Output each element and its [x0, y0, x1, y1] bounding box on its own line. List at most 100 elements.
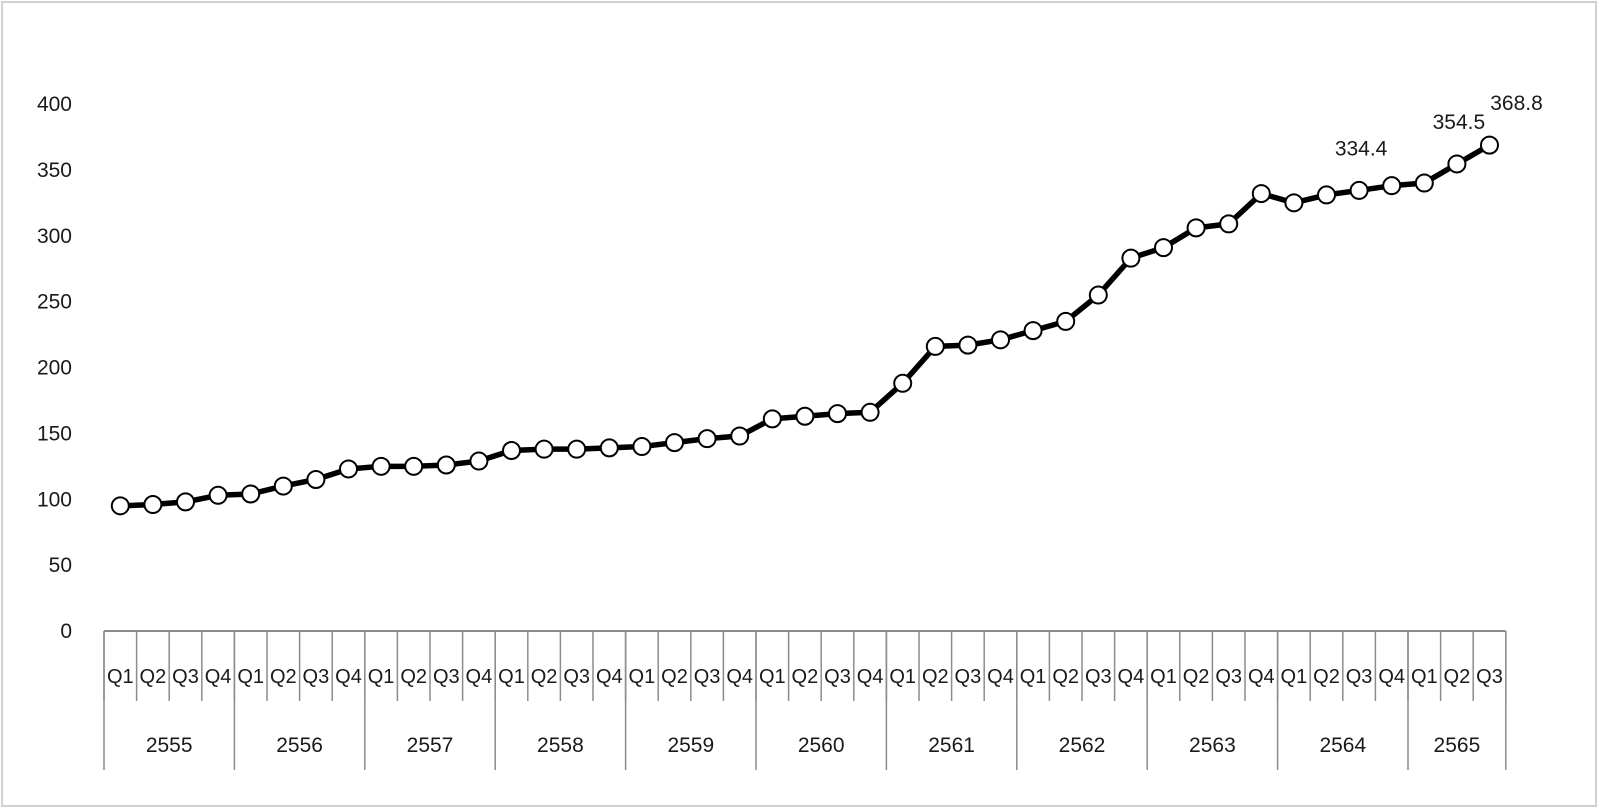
data-point [208, 485, 228, 505]
data-point [1056, 311, 1076, 331]
year-label: 2558 [537, 734, 584, 757]
quarter-label: Q4 [335, 666, 362, 688]
quarter-label: Q1 [1020, 666, 1047, 688]
quarter-label: Q3 [955, 666, 982, 688]
quarter-label: Q2 [400, 666, 427, 688]
data-point [176, 492, 195, 512]
y-tick-label: 400 [37, 93, 72, 116]
quarter-label: Q1 [237, 666, 264, 688]
quarter-label: Q1 [368, 666, 395, 688]
year-label: 2561 [928, 734, 975, 757]
data-point [1317, 185, 1336, 205]
data-point [1251, 184, 1271, 204]
data-point [306, 469, 326, 489]
y-tick-label: 50 [49, 554, 72, 577]
data-point [567, 439, 587, 459]
quarter-label: Q3 [303, 666, 330, 688]
data-label: 334.4 [1335, 137, 1388, 160]
quarter-label: Q2 [1444, 666, 1471, 688]
data-point [1414, 173, 1434, 193]
y-tick-label: 100 [37, 488, 72, 511]
quarter-label: Q1 [1411, 666, 1438, 688]
data-point [241, 484, 261, 504]
data-label: 368.8 [1490, 92, 1543, 115]
data-point [991, 330, 1010, 350]
data-point [925, 336, 945, 356]
quarter-label: Q2 [140, 666, 167, 688]
data-point [110, 496, 130, 516]
series-markers [110, 135, 1499, 516]
year-label: 2559 [667, 734, 714, 757]
y-tick-label: 300 [37, 225, 72, 248]
data-point [762, 409, 782, 429]
data-point [436, 455, 456, 475]
quarter-label: Q3 [563, 666, 590, 688]
data-point [1088, 285, 1108, 305]
quarter-label: Q4 [466, 666, 493, 688]
quarter-label: Q3 [1215, 666, 1242, 688]
quarter-label: Q2 [270, 666, 297, 688]
data-point [273, 476, 293, 496]
year-label: 2562 [1059, 734, 1106, 757]
quarter-label: Q4 [1118, 666, 1145, 688]
quarter-label: Q1 [107, 666, 134, 688]
year-label: 2560 [798, 734, 845, 757]
quarter-label: Q4 [987, 666, 1014, 688]
data-point [665, 433, 684, 453]
quarter-label: Q4 [1378, 666, 1405, 688]
data-point [1284, 193, 1304, 213]
quarter-label: Q2 [661, 666, 688, 688]
data-point [1219, 214, 1239, 234]
data-point [502, 441, 521, 461]
data-point [534, 439, 554, 459]
data-point [795, 406, 815, 426]
data-point [730, 426, 750, 446]
data-point [860, 402, 880, 422]
data-point [1349, 180, 1369, 200]
quarter-label: Q4 [1248, 666, 1275, 688]
data-point [1447, 154, 1467, 174]
quarter-label: Q2 [792, 666, 819, 688]
series-line [117, 142, 1493, 509]
quarter-label: Q4 [596, 666, 623, 688]
data-point [469, 451, 489, 471]
x-axis: Q1 Q2 Q3 Q4 Q1 Q2 Q3 Q4 Q1 Q2 Q3 Q4 Q1 Q2 Q3 Q4 Q1 Q2 Q3 Q4… [103, 630, 1507, 770]
data-point [828, 404, 847, 424]
quarter-label: Q1 [889, 666, 916, 688]
quarter-label: Q1 [498, 666, 525, 688]
year-label: 2555 [146, 734, 193, 757]
quarter-label: Q2 [531, 666, 558, 688]
data-point [599, 438, 619, 458]
data-point [632, 437, 652, 457]
data-point [1154, 238, 1173, 258]
data-point [339, 459, 358, 479]
quarter-label: Q1 [629, 666, 656, 688]
quarter-label: Q3 [1085, 666, 1112, 688]
quarter-labels: Q1 Q2 Q3 Q4 Q1 Q2 Q3 Q4 Q1 Q2 Q3 Q4 Q1 Q2 Q3 Q4 Q1 Q2 Q3 Q4… [107, 666, 1503, 688]
data-point [371, 456, 391, 476]
y-tick-label: 0 [60, 620, 72, 643]
quarter-label: Q4 [205, 666, 232, 688]
year-labels: 2555 2556 2557 2558 2559 2560 2561 2562 2563 2564… [146, 734, 1480, 757]
data-label: 354.5 [1433, 111, 1486, 134]
data-point [1186, 218, 1206, 238]
data-point [893, 373, 913, 393]
data-point [1023, 321, 1043, 341]
year-label: 2564 [1319, 734, 1366, 757]
y-axis-labels: 0 50 100 150 200 250 300 350 400 [37, 93, 72, 643]
quarter-label: Q3 [824, 666, 851, 688]
y-tick-label: 200 [37, 357, 72, 380]
data-point [1121, 248, 1141, 268]
year-label: 2565 [1434, 734, 1481, 757]
quarter-label: Q3 [172, 666, 199, 688]
quarter-label: Q1 [759, 666, 786, 688]
data-point [143, 495, 163, 515]
data-point [1480, 135, 1499, 155]
data-point [958, 335, 978, 355]
quarter-label: Q2 [922, 666, 949, 688]
quarter-label: Q2 [1183, 666, 1210, 688]
year-label: 2557 [407, 734, 454, 757]
